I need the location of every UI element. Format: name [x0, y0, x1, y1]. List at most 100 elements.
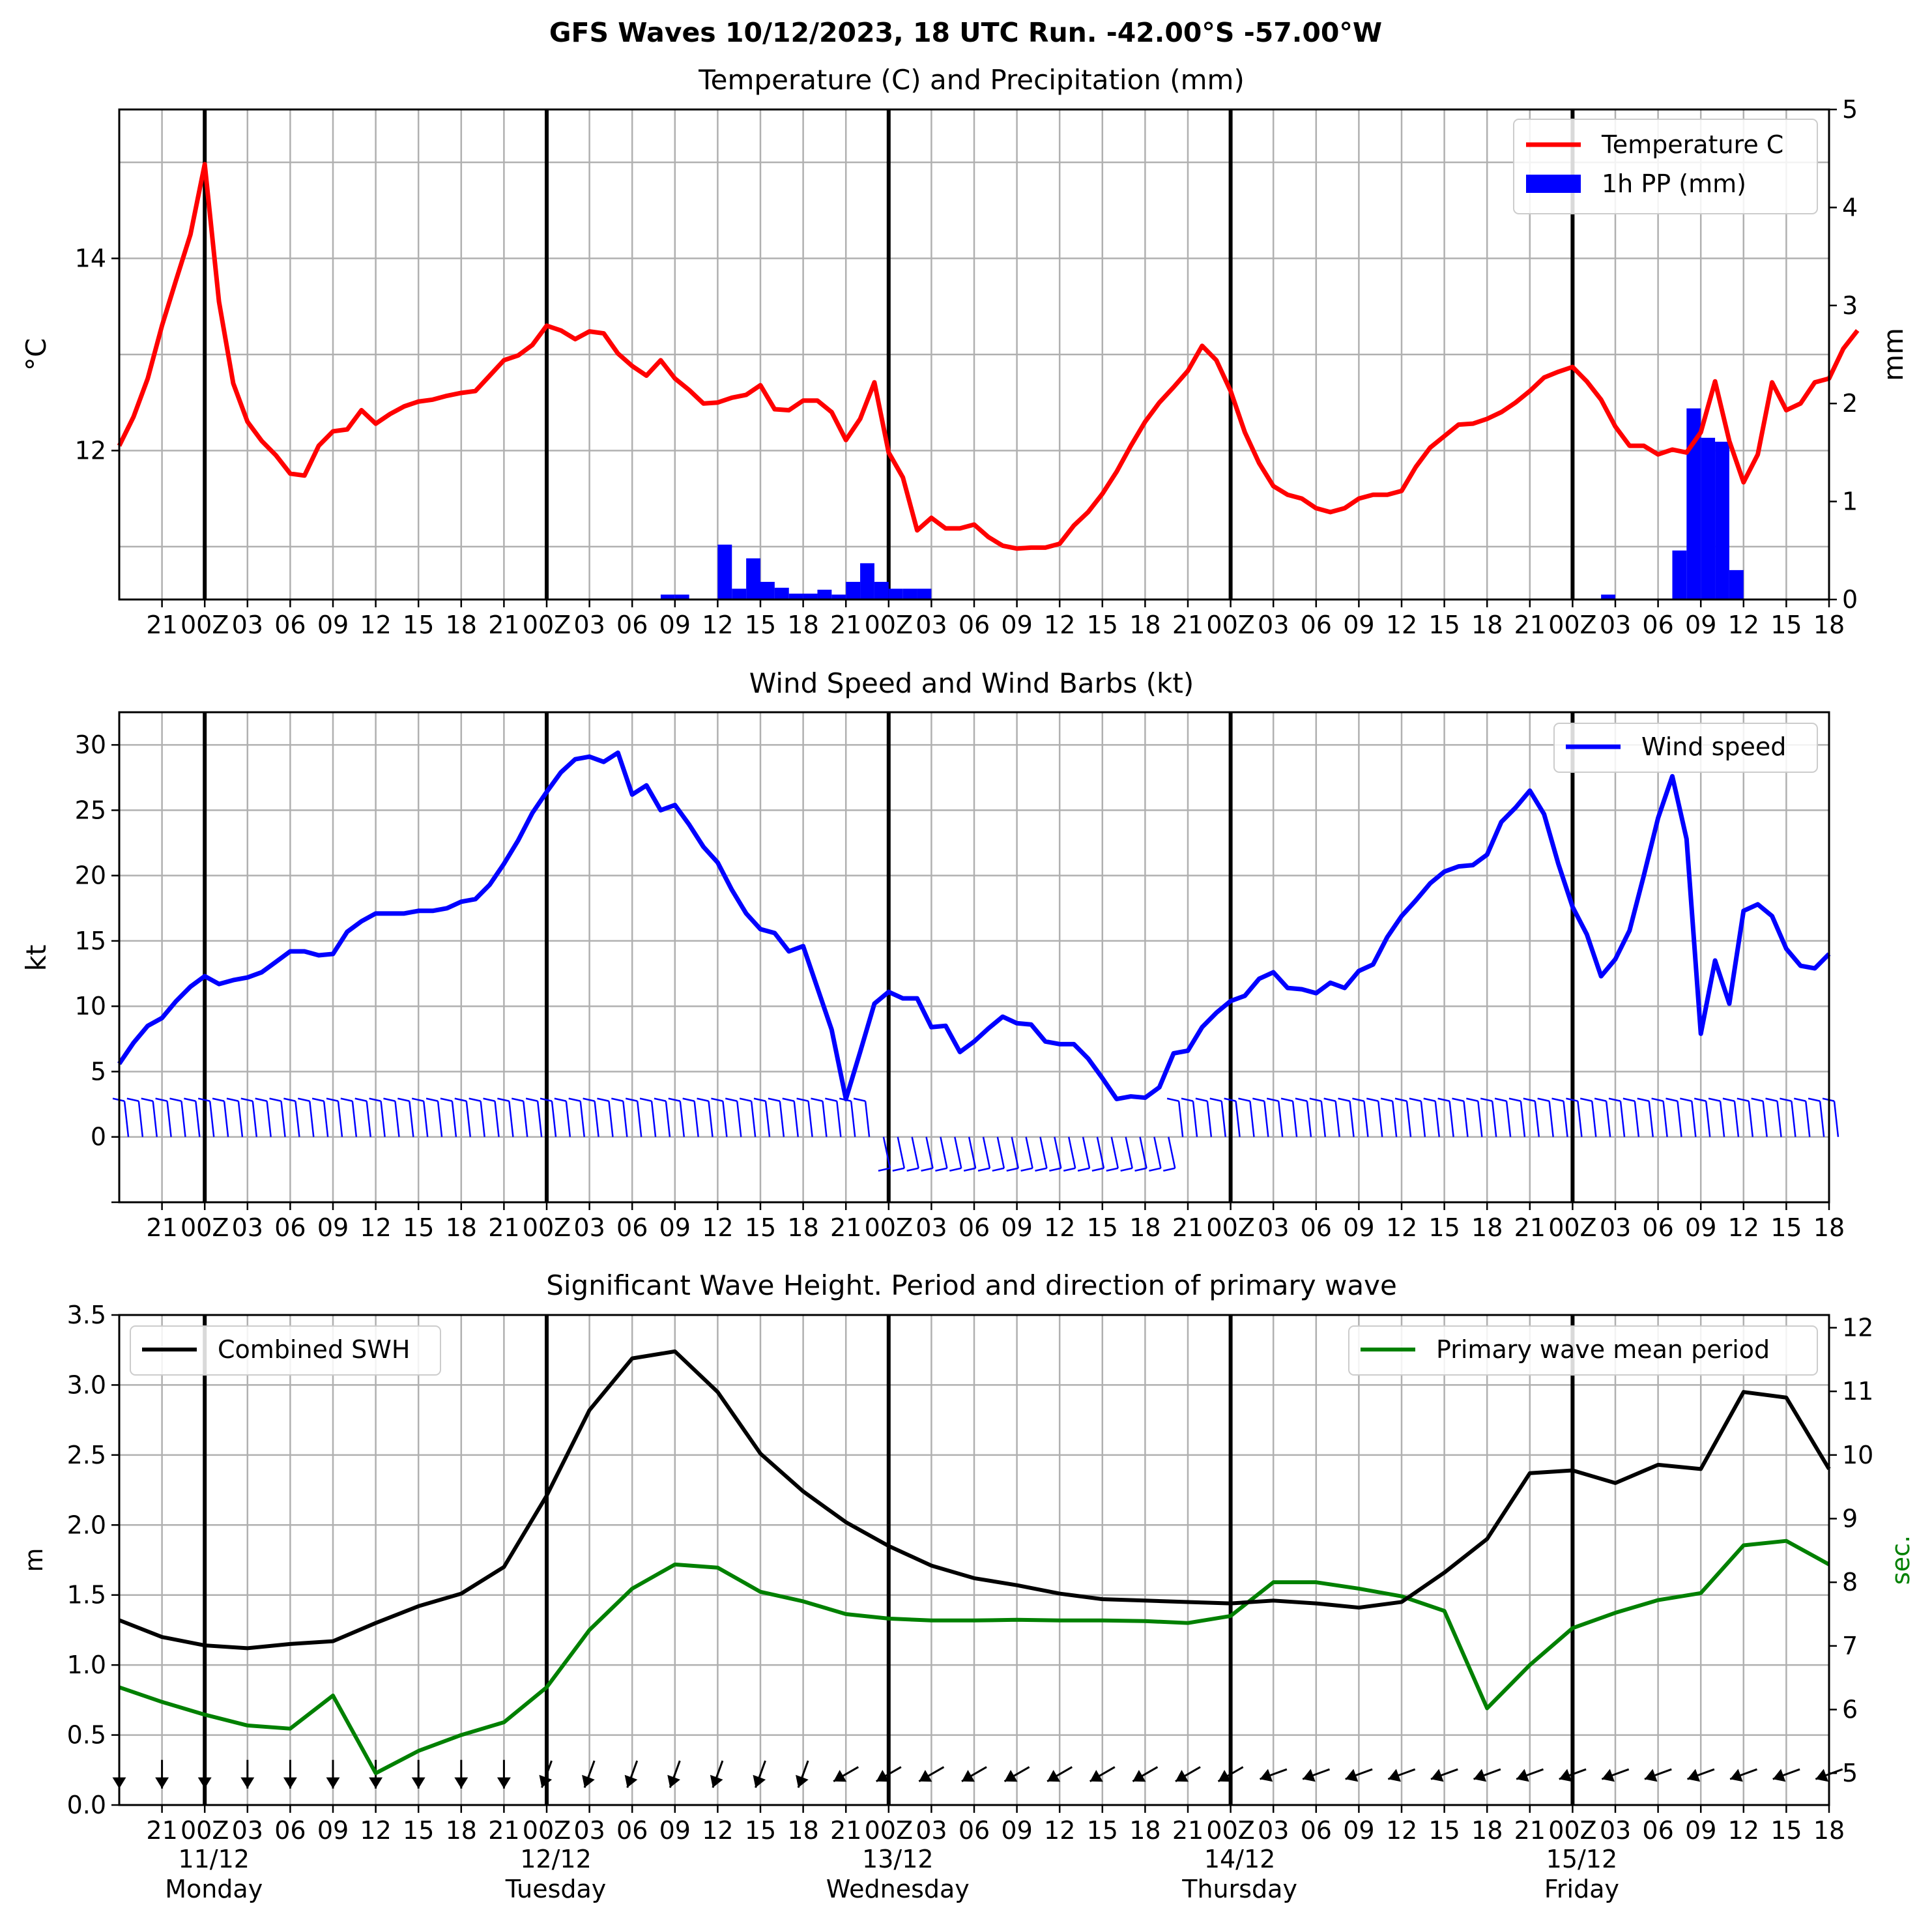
wind-barb-flag: [383, 1097, 396, 1102]
wave-arrow-head: [1089, 1770, 1103, 1782]
panel3-grid: [119, 1315, 1829, 1805]
y-tick-label: 1.5: [67, 1581, 106, 1610]
wind-barb-flag: [1166, 1097, 1179, 1102]
wind-barb-flag: [397, 1097, 410, 1102]
x-tick-label: 15: [1770, 1816, 1802, 1845]
precip-bar: [1701, 437, 1716, 599]
y-tick-label: 0.0: [67, 1791, 106, 1819]
wind-barb-flag: [1694, 1097, 1707, 1102]
x-tick-label: 00Z: [1206, 1816, 1254, 1845]
x-tick-label: 21: [146, 1816, 177, 1845]
wave-arrow-head: [1772, 1769, 1786, 1782]
wave-arrow-head: [1047, 1770, 1061, 1782]
temperature-line: [117, 162, 1860, 551]
wind-barb-flag: [711, 1097, 723, 1102]
wind-barb-flag: [197, 1097, 210, 1102]
wind-barb-flag: [782, 1097, 795, 1102]
y-tick-label: 25: [75, 796, 106, 824]
precip-bar: [888, 588, 903, 599]
x-tick-label: 03: [1600, 611, 1631, 639]
wind-barb-flag: [411, 1097, 424, 1102]
wind-barb-flag: [1352, 1097, 1364, 1102]
wind-barb-flag: [1579, 1097, 1593, 1102]
wind-barb: [1748, 1101, 1754, 1137]
y-tick-label: 10: [1842, 1441, 1873, 1469]
precip-bar: [774, 587, 789, 599]
wind-barb: [180, 1101, 186, 1137]
wind-barb-flag: [1106, 1167, 1119, 1172]
wind-barb: [1406, 1101, 1412, 1137]
precip-bar: [917, 588, 932, 599]
wind-barb: [1306, 1101, 1312, 1137]
wind-barb-flag: [226, 1097, 239, 1102]
figure-title: GFS Waves 10/12/2023, 18 UTC Run. -42.00…: [549, 17, 1382, 48]
wind-barb-flag: [540, 1097, 553, 1102]
x-tick-label: 18: [446, 1816, 477, 1845]
wind-barb: [1520, 1101, 1526, 1137]
wind-barb-flag: [369, 1097, 381, 1102]
wind-barb: [1505, 1101, 1512, 1137]
wind-barb-flag: [697, 1097, 709, 1102]
x-tick-label: 18: [787, 1213, 818, 1242]
wind-barb: [223, 1101, 229, 1137]
wave-arrow-head: [667, 1774, 680, 1788]
x-tick-label: 21: [830, 1213, 861, 1242]
x-tick-label: 21: [1514, 1816, 1546, 1845]
precip-bar: [803, 593, 818, 599]
wind-barb-flag: [525, 1097, 538, 1102]
wind-barb: [882, 1136, 891, 1168]
panel1-legend: Temperature C 1h PP (mm): [1513, 119, 1818, 214]
wind-barb: [693, 1101, 699, 1137]
wind-barb: [209, 1101, 215, 1137]
x-tick-label: 00Z: [180, 1816, 229, 1845]
x-tick-label: 06: [1301, 1213, 1332, 1242]
wave-arrow-head: [710, 1774, 723, 1788]
wind-barb: [1220, 1101, 1226, 1137]
x-tick-label: 00Z: [865, 1213, 913, 1242]
wind-barb: [1491, 1101, 1497, 1137]
x-tick-label: 12: [360, 611, 391, 639]
x-tick-label: 21: [1172, 1816, 1204, 1845]
wind-barb-flag: [639, 1097, 652, 1102]
y-tick-label: 6: [1842, 1696, 1858, 1724]
wind-barb-flag: [654, 1097, 667, 1102]
wind-barb-flag: [554, 1097, 567, 1102]
precip-bar: [874, 581, 889, 599]
wind-barb: [351, 1101, 358, 1137]
wind-barb-flag: [1466, 1097, 1478, 1102]
x-tick-label: 03: [232, 1213, 263, 1242]
x-tick-label: 21: [830, 611, 861, 639]
wind-barb: [1477, 1101, 1483, 1137]
wind-barb: [665, 1101, 671, 1137]
x-tick-label: 12: [360, 1213, 391, 1242]
x-tick-label: 18: [1813, 1213, 1845, 1242]
x-tick-label: 15: [1428, 1213, 1460, 1242]
x-tick-label: 15: [1770, 1213, 1802, 1242]
wind-barb: [1168, 1136, 1176, 1168]
panel3-legend-right: Primary wave mean period: [1348, 1325, 1818, 1376]
panel3-ylabel-right: sec.: [1886, 1535, 1915, 1585]
wind-barb: [1377, 1101, 1383, 1137]
wind-barb: [1762, 1101, 1768, 1137]
wind-barb: [1096, 1136, 1105, 1168]
wind-barb-flag: [311, 1097, 324, 1102]
wind-barb-flag: [1323, 1097, 1336, 1102]
wind-barb: [309, 1101, 315, 1137]
precip-bar: [732, 588, 747, 599]
x-tick-label: 03: [573, 1213, 605, 1242]
wind-barb-flag: [469, 1097, 481, 1102]
precip-bar: [660, 594, 675, 599]
x-tick-label: 06: [616, 1213, 648, 1242]
wind-barb: [996, 1136, 1005, 1168]
x-tick-label: 09: [659, 1213, 691, 1242]
wave-arrow-head: [411, 1777, 425, 1789]
x-tick-label: 06: [616, 611, 648, 639]
wind-panel: Wind Speed and Wind Barbs (kt) 0 5 10 15 20 2…: [20, 667, 1845, 1242]
y-tick-label: 14: [75, 244, 106, 273]
x-tick-label: 15: [1770, 611, 1802, 639]
wind-barb: [366, 1101, 371, 1137]
wind-barb: [679, 1101, 685, 1137]
wind-barb: [1192, 1101, 1198, 1137]
wind-barb: [380, 1101, 386, 1137]
